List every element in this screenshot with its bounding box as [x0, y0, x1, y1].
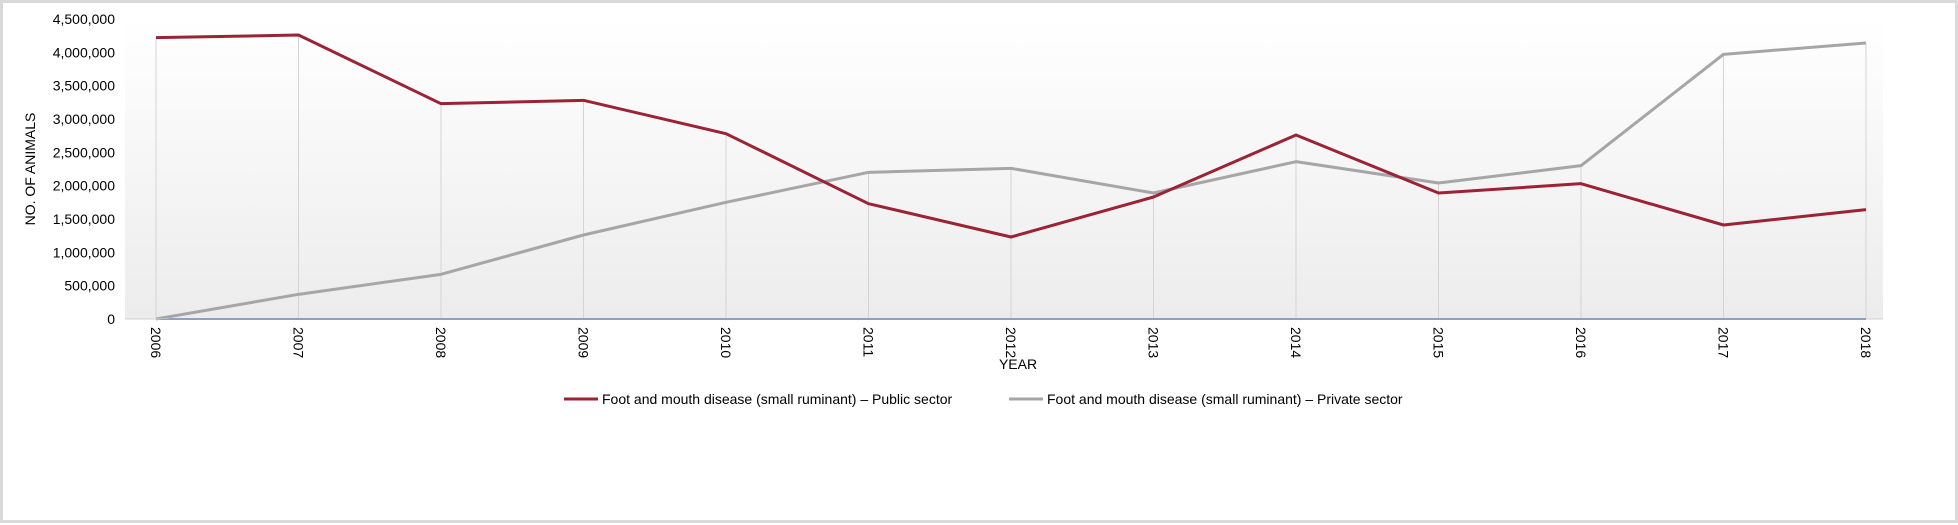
legend: Foot and mouth disease (small ruminant) …	[564, 391, 1403, 407]
y-tick-label: 2,000,000	[53, 178, 115, 194]
y-tick-label: 3,500,000	[53, 78, 115, 94]
legend-label: Foot and mouth disease (small ruminant) …	[602, 391, 952, 407]
x-tick-label: 2011	[861, 327, 877, 357]
series-line-2	[155, 41, 1867, 321]
x-tick-label: 2009	[576, 327, 592, 358]
x-tick-label: 2014	[1288, 327, 1304, 358]
y-tick-label: 1,500,000	[53, 211, 115, 227]
x-axis-title: YEAR	[999, 356, 1037, 372]
y-tick-label: 3,000,000	[53, 111, 115, 127]
x-tick-label: 2015	[1431, 327, 1447, 358]
y-axis-title: NO. OF ANIMALS	[22, 113, 38, 226]
x-tick-label: 2017	[1716, 327, 1732, 358]
legend-label: Foot and mouth disease (small ruminant) …	[1047, 391, 1403, 407]
line-chart: 0 500,000 1,000,000 1,500,000 2,000,000 2,500…	[22, 11, 1883, 407]
x-tick-label: 2008	[433, 327, 449, 358]
y-axis-ticks: 0 500,000 1,000,000 1,500,000 2,000,000 2,500…	[53, 11, 116, 327]
x-tick-label: 2007	[291, 327, 307, 358]
x-tick-label: 2012	[1003, 327, 1019, 358]
x-tick-label: 2016	[1573, 327, 1589, 358]
y-tick-label: 4,500,000	[53, 11, 115, 27]
y-tick-label: 1,000,000	[53, 244, 115, 260]
x-tick-label: 2018	[1858, 327, 1874, 358]
x-axis-ticks: 2006 2007 2008 2009 2010 2011 2012 2013 2014 2015…	[148, 327, 1874, 358]
x-tick-label: 2013	[1146, 327, 1162, 358]
drop-lines	[155, 35, 1867, 319]
x-tick-label: 2010	[718, 327, 734, 358]
y-tick-label: 2,500,000	[53, 144, 115, 160]
x-tick-label: 2006	[148, 327, 164, 358]
y-tick-label: 500,000	[64, 278, 115, 294]
series-line-1	[155, 33, 1867, 239]
y-tick-label: 4,000,000	[53, 44, 115, 60]
y-tick-label: 0	[107, 311, 115, 327]
